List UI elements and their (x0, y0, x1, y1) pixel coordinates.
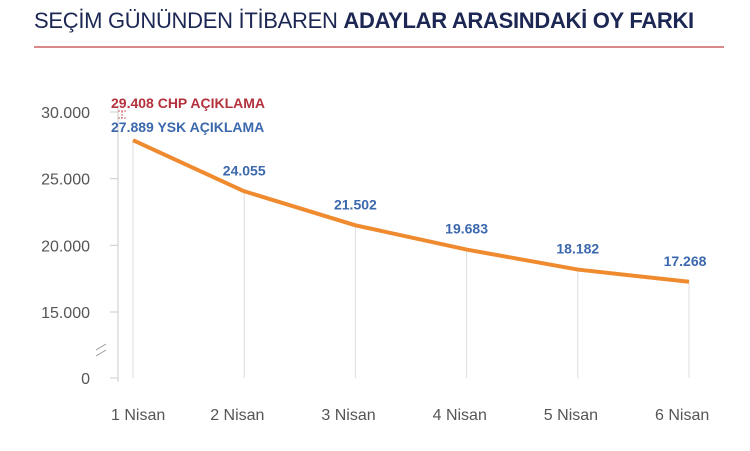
y-tick-label: 25.000 (41, 172, 90, 189)
data-label: 21.502 (334, 196, 377, 212)
y-tick-label: 0 (81, 371, 90, 388)
y-tick-label: 20.000 (41, 238, 90, 255)
title-bold: ADAYLAR ARASINDAKİ OY FARKI (343, 8, 694, 33)
y-tick-label: 15.000 (41, 305, 90, 322)
axis-break-icon (95, 343, 107, 357)
data-label: 24.055 (223, 162, 266, 178)
x-tick-label: 4 Nisan (433, 407, 487, 424)
y-tick-label: 30.000 (41, 105, 90, 122)
data-label: 27.889 YSK AÇIKLAMA (111, 119, 264, 135)
annotation-label: 29.408 CHP AÇIKLAMA (111, 95, 265, 111)
x-tick-label: 5 Nisan (544, 407, 598, 424)
x-tick-label: 2 Nisan (210, 407, 264, 424)
x-tick-label: 3 Nisan (321, 407, 375, 424)
annotation-bracket-icon (118, 110, 126, 119)
series-line (132, 138, 690, 284)
data-label: 18.182 (556, 241, 599, 257)
x-tick-label: 1 Nisan (111, 407, 165, 424)
chart-title: SEÇİM GÜNÜNDEN İTİBAREN ADAYLAR ARASINDA… (34, 8, 694, 34)
title-divider (34, 46, 724, 48)
data-label: 17.268 (664, 253, 707, 269)
data-label: 19.683 (445, 221, 488, 237)
title-light: SEÇİM GÜNÜNDEN İTİBAREN (34, 8, 338, 33)
x-tick-label: 6 Nisan (655, 407, 709, 424)
